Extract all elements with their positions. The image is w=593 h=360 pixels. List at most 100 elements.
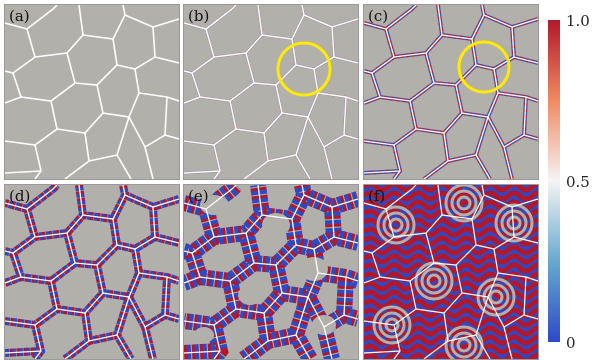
boundary-stripe <box>184 100 238 147</box>
stripe-wave <box>364 352 538 359</box>
boundary-stripe <box>184 28 216 75</box>
ring-pattern <box>372 305 412 345</box>
grain-boundary <box>184 185 237 210</box>
ring-pattern <box>488 289 504 305</box>
grain-boundary <box>364 208 395 254</box>
grain-interior <box>262 213 290 237</box>
stripe-wave <box>364 244 538 256</box>
panel-f: (f) <box>364 185 538 359</box>
grain-boundary <box>164 314 179 320</box>
grain-boundary <box>523 314 538 320</box>
ring-pattern <box>444 185 484 223</box>
grain-boundary <box>523 134 538 140</box>
boundary-stripe <box>393 5 445 59</box>
panel-a: (a) <box>5 5 179 179</box>
grain-network-b <box>184 5 358 179</box>
colorbar-mid-label: 0.5 <box>566 173 590 191</box>
boundary-stripe <box>370 52 437 104</box>
grain-boundary <box>333 236 358 244</box>
grain-boundary <box>5 28 36 74</box>
panel-label-c: (c) <box>368 7 389 25</box>
grain-boundary <box>154 236 179 244</box>
boundary-stripe <box>364 100 419 148</box>
grain-boundary <box>323 326 333 359</box>
grain-boundary <box>116 154 132 179</box>
boundary-stripe <box>190 52 256 103</box>
panel-d: (d) <box>5 185 179 359</box>
grain-boundary <box>5 280 58 326</box>
boundary-stripe <box>190 52 256 103</box>
ring-pattern <box>426 273 442 289</box>
grain-boundary <box>307 96 347 149</box>
grain-boundary <box>364 276 381 284</box>
grain-boundary <box>5 276 22 284</box>
grain-boundary <box>184 5 237 30</box>
boundary-stripe <box>184 206 224 262</box>
boundary-stripe <box>213 5 264 59</box>
grain-boundary <box>88 116 130 162</box>
stripe-wave <box>364 185 538 193</box>
grain-network-d <box>5 185 179 359</box>
grain-boundary <box>243 132 269 179</box>
grain-boundary <box>441 185 485 220</box>
boundary-stripe <box>267 116 310 163</box>
grain-boundary <box>364 5 417 30</box>
ring-pattern <box>450 189 478 217</box>
grain-boundary <box>138 92 179 102</box>
panel-label-d: (d) <box>9 187 31 205</box>
panel-e: (e) <box>184 185 358 359</box>
boundary-stripe <box>213 5 264 59</box>
grain-boundary <box>128 276 168 328</box>
grain-boundary <box>513 56 538 64</box>
boundary-stripe <box>441 5 487 42</box>
grain-interior <box>312 315 336 335</box>
grain-boundary <box>487 276 527 328</box>
stripe-wave <box>364 307 538 319</box>
boundary-stripe <box>261 5 306 41</box>
boundary-stripe <box>393 5 445 59</box>
grain-boundary <box>364 170 401 174</box>
grain-boundary <box>164 134 179 140</box>
grain-boundary <box>5 5 58 30</box>
grain-boundary <box>74 218 118 266</box>
grain-boundary <box>441 5 485 40</box>
ring-pattern <box>378 311 406 339</box>
grain-boundary <box>34 5 84 58</box>
grain-boundary <box>96 68 140 118</box>
grain-boundary <box>213 5 263 58</box>
grain-boundary <box>433 38 477 86</box>
grain-boundary <box>34 144 42 179</box>
stripe-wave <box>364 271 538 283</box>
grain-boundary <box>371 52 435 102</box>
grain-boundary <box>144 326 154 359</box>
grain-boundary <box>56 112 104 134</box>
grain-boundary <box>261 185 305 220</box>
panel-c: (c) <box>364 5 538 179</box>
grain-boundary <box>475 206 515 250</box>
grain-boundary <box>295 334 311 359</box>
grain-boundary <box>364 185 417 210</box>
stripe-wave <box>364 190 538 202</box>
grain-boundary <box>295 154 311 179</box>
grain-interior <box>300 257 328 281</box>
boundary-stripe <box>364 100 419 148</box>
grain-boundary <box>303 14 358 28</box>
grain-boundary <box>5 170 42 174</box>
grain-boundary <box>5 185 58 210</box>
panel-label-f: (f) <box>368 187 386 205</box>
grain-boundary <box>64 132 90 179</box>
grain-boundary <box>364 28 395 74</box>
grain-boundary <box>295 26 335 70</box>
stripe-wave <box>364 289 538 301</box>
ring-pattern <box>450 331 478 359</box>
grain-boundary <box>184 28 215 74</box>
grain-boundary <box>364 350 401 354</box>
grain-interior <box>194 327 214 343</box>
grain-boundary <box>5 96 22 104</box>
grain-boundary <box>74 38 118 86</box>
grain-boundary <box>253 38 297 86</box>
grain-network-c <box>364 5 538 179</box>
grain-boundary <box>513 236 538 244</box>
grain-boundary <box>295 206 335 250</box>
colorbar <box>548 20 560 342</box>
